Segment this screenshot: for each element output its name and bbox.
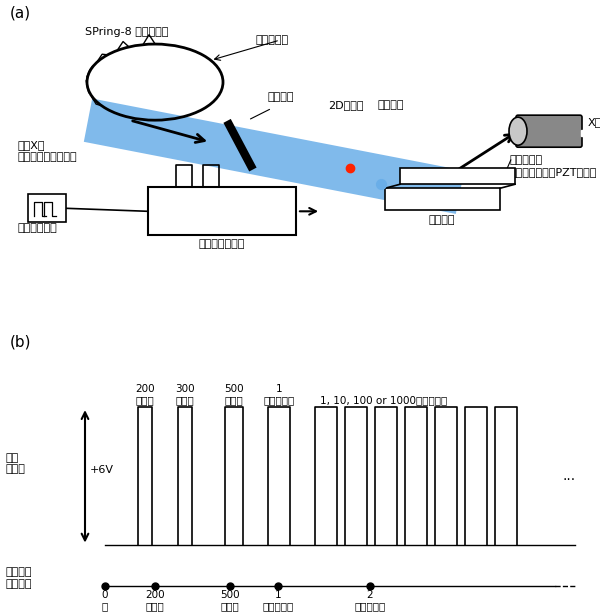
FancyBboxPatch shape — [516, 115, 582, 147]
Text: (a): (a) — [10, 5, 31, 20]
Ellipse shape — [509, 117, 527, 145]
Text: 上部電極: 上部電極 — [378, 100, 404, 110]
Text: スリット: スリット — [268, 92, 295, 102]
Text: (b): (b) — [10, 335, 32, 349]
FancyBboxPatch shape — [385, 188, 500, 211]
Text: 圧電体薄膜
（バイレイヤーPZT薄膜）: 圧電体薄膜 （バイレイヤーPZT薄膜） — [510, 155, 598, 177]
Text: 電圧印加
積算時間: 電圧印加 積算時間 — [5, 567, 32, 589]
Text: SPring-8 蓄積リング: SPring-8 蓄積リング — [85, 27, 169, 37]
Text: 200
ナノ秒: 200 ナノ秒 — [135, 384, 155, 406]
Text: 500
ナノ秒: 500 ナノ秒 — [224, 384, 244, 406]
Text: 300
ナノ秒: 300 ナノ秒 — [175, 384, 195, 406]
Text: 0
秒: 0 秒 — [102, 590, 108, 611]
FancyBboxPatch shape — [400, 168, 515, 184]
Text: 500
ナノ秒: 500 ナノ秒 — [220, 590, 240, 611]
Text: 強誘電体テスタ: 強誘電体テスタ — [199, 239, 245, 249]
Polygon shape — [84, 99, 464, 214]
Text: 下部電極: 下部電極 — [429, 215, 455, 225]
Text: 電圧
パルス: 電圧 パルス — [5, 453, 25, 474]
Text: 電子バンチ: 電子バンチ — [255, 35, 288, 45]
Text: 2
マイクロ秒: 2 マイクロ秒 — [355, 590, 386, 611]
Text: 1
マイクロ秒: 1 マイクロ秒 — [263, 384, 295, 406]
Text: 1
マイクロ秒: 1 マイクロ秒 — [262, 590, 293, 611]
Text: 2Dレンズ: 2Dレンズ — [328, 100, 364, 110]
Text: 単色X線
（ナノ秒オーダー）: 単色X線 （ナノ秒オーダー） — [18, 140, 77, 162]
Text: ...: ... — [563, 469, 576, 483]
Text: パルス発生器: パルス発生器 — [18, 223, 58, 233]
FancyBboxPatch shape — [148, 187, 296, 236]
Text: X線検出器: X線検出器 — [588, 117, 600, 127]
Text: +6V: +6V — [90, 465, 114, 474]
Text: 200
ナノ秒: 200 ナノ秒 — [145, 590, 165, 611]
FancyBboxPatch shape — [28, 194, 66, 222]
Text: 1, 10, 100 or 1000マイクロ秒: 1, 10, 100 or 1000マイクロ秒 — [320, 395, 447, 406]
